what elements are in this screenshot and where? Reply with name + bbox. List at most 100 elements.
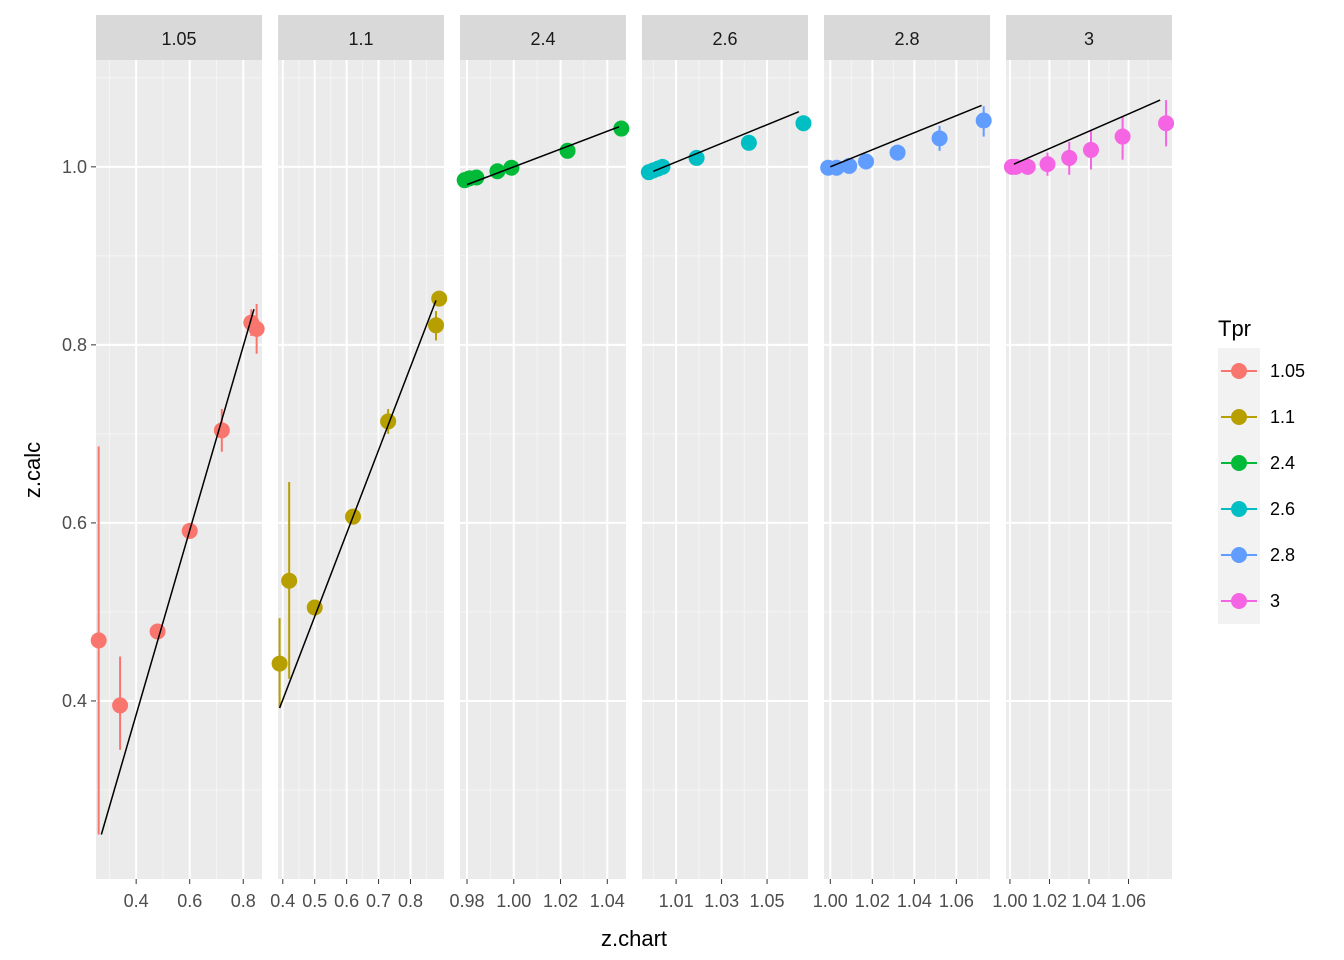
- fit-line: [653, 110, 800, 172]
- data-point: [828, 159, 845, 176]
- facet-panel-1-05: 1.05 0.4 0.6 0.8: [90, 15, 265, 911]
- facet-strip: [1006, 15, 1172, 60]
- data-point: [740, 134, 757, 151]
- data-point: [613, 120, 630, 137]
- x-tick-label: 0.5: [302, 891, 327, 911]
- x-axis-title: z.chart: [601, 926, 667, 951]
- panel-background: [96, 60, 262, 879]
- legend-item-2-6: 2.6: [1218, 486, 1295, 532]
- legend-key-point: [1231, 409, 1247, 425]
- fit-line: [830, 104, 982, 168]
- facet-strip-label: 1.05: [161, 29, 196, 49]
- x-tick-label: 1.00: [813, 891, 848, 911]
- legend-label: 1.05: [1270, 361, 1305, 381]
- facet-strip: [278, 15, 444, 60]
- x-tick-label: 1.04: [590, 891, 625, 911]
- facet-strip-label: 1.1: [348, 29, 373, 49]
- data-point: [428, 317, 445, 334]
- legend-label: 2.4: [1270, 453, 1295, 473]
- facet-strip: [460, 15, 626, 60]
- x-tick-label: 0.4: [270, 891, 295, 911]
- data-point: [248, 320, 265, 337]
- facet-panels: 1.050.4 0.6 0.81.10.4 0.5 0.6 0.7 0.82.40.98 1.…: [90, 15, 1175, 911]
- facet-strip-label: 2.6: [712, 29, 737, 49]
- x-tick-label: 1.04: [897, 891, 932, 911]
- data-point: [841, 157, 858, 174]
- legend-key-point: [1231, 363, 1247, 379]
- legend-item-2-4: 2.4: [1218, 440, 1295, 486]
- legend-label: 2.6: [1270, 499, 1295, 519]
- x-tick-label: 1.06: [1111, 891, 1146, 911]
- y-tick-label: 1.0: [62, 157, 87, 177]
- facet-strip-label: 3: [1084, 29, 1094, 49]
- data-point: [306, 599, 323, 616]
- x-tick-label: 1.02: [1032, 891, 1067, 911]
- x-tick-label: 1.02: [855, 891, 890, 911]
- x-tick-label: 1.00: [992, 891, 1027, 911]
- data-point: [380, 413, 397, 430]
- facet-panel-3: 3 1.00 1.02 1.04 1.06: [992, 15, 1175, 911]
- legend-item-3: 3: [1218, 578, 1280, 624]
- facet-strip: [642, 15, 808, 60]
- x-tick-label: 1.06: [939, 891, 974, 911]
- x-tick-label: 1.00: [496, 891, 531, 911]
- data-point: [281, 572, 298, 589]
- facet-panel-2-8: 2.8 1.00 1.02 1.04 1.06: [813, 15, 992, 911]
- data-point: [112, 697, 129, 714]
- data-point: [1158, 115, 1175, 132]
- data-point: [468, 169, 485, 186]
- legend-key-point: [1231, 593, 1247, 609]
- legend-label: 1.1: [1270, 407, 1295, 427]
- data-point: [1061, 149, 1078, 166]
- data-point: [1019, 158, 1036, 175]
- x-tick-label: 1.01: [659, 891, 694, 911]
- data-point: [149, 623, 166, 640]
- facet-panel-2-4: 2.4 0.98 1.00 1.02 1.04: [449, 15, 630, 911]
- legend-item-1-05: 1.05: [1218, 348, 1305, 394]
- data-point: [559, 142, 576, 159]
- y-axis-title: z.calc: [20, 442, 45, 498]
- y-tick-label: 0.6: [62, 513, 87, 533]
- data-point: [1039, 156, 1056, 173]
- fit-line: [1013, 99, 1161, 165]
- facet-strip: [824, 15, 990, 60]
- data-point: [795, 115, 812, 132]
- data-point: [1114, 128, 1131, 145]
- facet-strip-label: 2.4: [530, 29, 555, 49]
- panel-background: [278, 60, 444, 879]
- data-point: [431, 290, 448, 307]
- x-tick-label: 0.8: [398, 891, 423, 911]
- x-tick-label: 0.98: [449, 891, 484, 911]
- data-point: [90, 632, 107, 649]
- panel-background: [824, 60, 990, 879]
- legend-item-1-1: 1.1: [1218, 394, 1295, 440]
- x-tick-label: 1.05: [750, 891, 785, 911]
- fit-line: [466, 126, 620, 186]
- data-point: [858, 153, 875, 170]
- y-tick-label: 0.4: [62, 691, 87, 711]
- legend-key-point: [1231, 547, 1247, 563]
- x-tick-label: 1.02: [543, 891, 578, 911]
- x-tick-label: 1.04: [1071, 891, 1106, 911]
- data-point: [213, 422, 230, 439]
- legend-item-2-8: 2.8: [1218, 532, 1295, 578]
- x-tick-label: 0.8: [231, 891, 256, 911]
- facet-strip: [96, 15, 262, 60]
- y-tick-label: 0.8: [62, 335, 87, 355]
- panel-background: [642, 60, 808, 879]
- facet-panel-1-1: 1.1 0.4 0.5 0.6 0.7 0.8: [270, 15, 448, 911]
- x-tick-label: 0.4: [124, 891, 149, 911]
- fit-line: [100, 309, 255, 835]
- x-tick-label: 1.03: [704, 891, 739, 911]
- legend: Tpr 1.05 1.1 2.4 2.6 2.8 3: [1218, 316, 1305, 624]
- x-tick-label: 0.6: [177, 891, 202, 911]
- facet-strip-label: 2.8: [894, 29, 919, 49]
- fit-line: [278, 300, 437, 709]
- x-tick-label: 0.6: [334, 891, 359, 911]
- legend-key-point: [1231, 455, 1247, 471]
- legend-label: 2.8: [1270, 545, 1295, 565]
- facet-panel-2-6: 2.6 1.01 1.03 1.05: [640, 15, 812, 911]
- data-point: [1082, 141, 1099, 158]
- x-tick-label: 0.7: [366, 891, 391, 911]
